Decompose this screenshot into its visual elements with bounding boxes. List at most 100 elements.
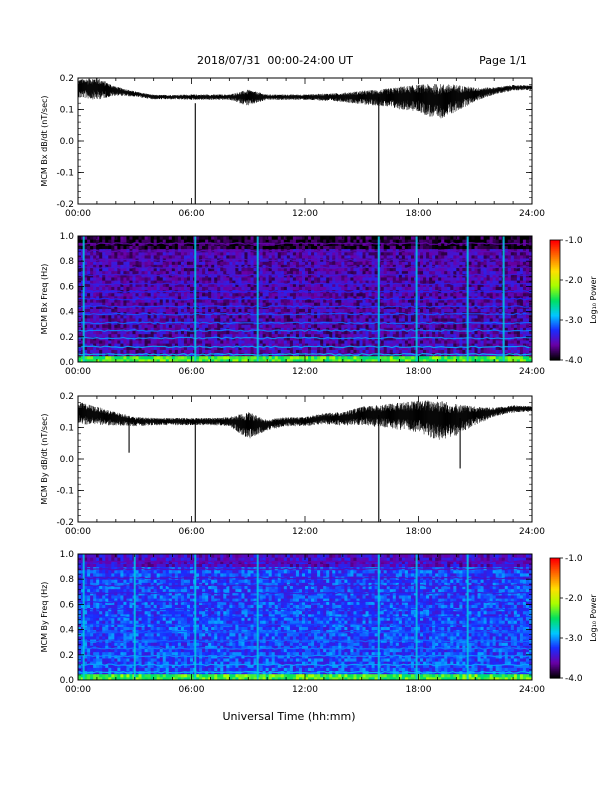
spectrogram-cell — [171, 308, 176, 313]
spectrogram-cell — [153, 317, 158, 322]
spectrogram-cell — [362, 273, 367, 278]
spectrogram-cell — [516, 305, 521, 309]
spectrogram-cell — [338, 270, 342, 275]
spectrogram-cell — [468, 308, 472, 313]
spectrogram-cell — [292, 314, 297, 319]
spectrogram-cell — [416, 270, 421, 275]
spectrogram-cell — [314, 283, 318, 287]
spectrogram-cell — [435, 302, 439, 306]
spectrogram-cell — [189, 276, 194, 281]
spectrogram-cell — [519, 280, 524, 284]
spectrogram-cell — [277, 355, 282, 360]
spectrogram-cell — [335, 346, 339, 350]
spectrogram-cell — [262, 295, 267, 300]
spectrogram-cell — [516, 264, 521, 268]
spectrogram-cell — [492, 283, 497, 287]
spectrogram-cell — [253, 314, 258, 319]
spectrogram-cell — [159, 327, 164, 331]
spectrogram-cell — [495, 349, 500, 354]
spectrogram-cell — [516, 339, 521, 344]
spectrogram-cell — [368, 283, 373, 287]
spectrogram-cell — [208, 324, 212, 328]
spectrogram-cell — [150, 295, 155, 300]
spectrogram-cell — [338, 299, 342, 303]
spectrogram-cell — [220, 321, 224, 325]
spectrogram-cell — [301, 324, 306, 328]
spectrogram-cell — [504, 321, 509, 325]
spectrogram-cell — [132, 324, 137, 328]
spectrogram-cell — [259, 314, 264, 319]
spectrogram-cell — [447, 327, 451, 331]
spectrogram-cell — [356, 355, 360, 360]
spectrogram-cell — [250, 264, 255, 268]
spectrogram-cell — [474, 330, 479, 335]
spectrogram-cell — [401, 343, 406, 347]
spectrogram-cell — [507, 295, 512, 300]
spectrogram-cell — [301, 308, 306, 313]
spectrogram-cell — [196, 327, 200, 331]
spectrogram-cell — [156, 276, 161, 281]
spectrogram-cell — [208, 305, 212, 309]
spectrogram-cell — [102, 343, 106, 347]
spectrogram-cell — [129, 314, 133, 319]
spectrogram-cell — [386, 339, 391, 344]
spectrogram-cell — [498, 346, 503, 350]
spectrogram-cell — [265, 355, 270, 360]
spectrogram-cell — [435, 339, 439, 344]
spectrogram-cell — [507, 270, 512, 275]
spectrogram-cell — [459, 308, 463, 313]
spectrogram-cell — [295, 333, 300, 338]
spectrogram-cell — [208, 292, 212, 297]
spectrogram-cell — [84, 295, 88, 300]
spectrogram-cell — [171, 280, 176, 284]
spectrogram-cell — [317, 292, 321, 297]
spectrogram-cell — [410, 324, 415, 328]
spectrogram-cell — [350, 355, 354, 360]
spectrogram-cell — [111, 333, 115, 338]
spectrogram-cell — [141, 308, 146, 313]
spectrogram-cell — [456, 276, 460, 281]
spectrogram-cell — [495, 261, 500, 265]
spectrogram-cell — [326, 333, 330, 338]
spectrogram-cell — [295, 295, 300, 300]
spectrogram-cell — [150, 324, 155, 328]
spectrogram-cell — [338, 314, 342, 319]
spectrogram-cell — [186, 280, 191, 284]
spectrogram-cell — [453, 276, 457, 281]
spectrogram-cell — [217, 333, 221, 338]
spectrogram-cell — [156, 264, 161, 268]
spectrogram-cell — [84, 280, 88, 284]
spectrogram-cell — [522, 343, 527, 347]
spectrogram-cell — [474, 314, 479, 319]
spectrogram-cell — [483, 305, 488, 309]
spectrogram-cell — [274, 311, 279, 316]
spectrogram-cell — [477, 324, 482, 328]
spectrogram-cell — [129, 311, 133, 316]
spectrogram-cell — [271, 349, 276, 354]
spectrogram-cell — [262, 339, 267, 344]
spectrogram-cell — [305, 264, 309, 268]
spectrogram-cell — [120, 308, 124, 313]
spectrogram-cell — [114, 339, 118, 344]
spectrogram-cell — [423, 358, 427, 363]
spectrogram-cell — [102, 292, 106, 297]
spectrogram-cell — [513, 339, 518, 344]
spectrogram-cell — [265, 295, 270, 300]
spectrogram-cell — [174, 339, 179, 344]
spectrogram-cell — [510, 286, 515, 291]
spectrogram-cell — [235, 267, 239, 272]
spectrogram-cell — [389, 355, 394, 360]
spectrogram-cell — [356, 324, 360, 328]
spectrogram-cell — [368, 264, 373, 268]
spectrogram-cell — [229, 311, 233, 316]
spectrogram-cell — [459, 317, 463, 322]
spectrogram-cell — [162, 299, 167, 303]
spectrogram-cell — [205, 324, 209, 328]
spectrogram-cell — [223, 292, 227, 297]
spectrogram-cell — [114, 292, 118, 297]
spectrogram-cell — [435, 336, 439, 341]
spectrogram-cell — [404, 261, 409, 265]
spectrogram-cell — [150, 299, 155, 303]
spectrogram-cell — [471, 314, 475, 319]
spectrogram-cell — [486, 302, 491, 306]
